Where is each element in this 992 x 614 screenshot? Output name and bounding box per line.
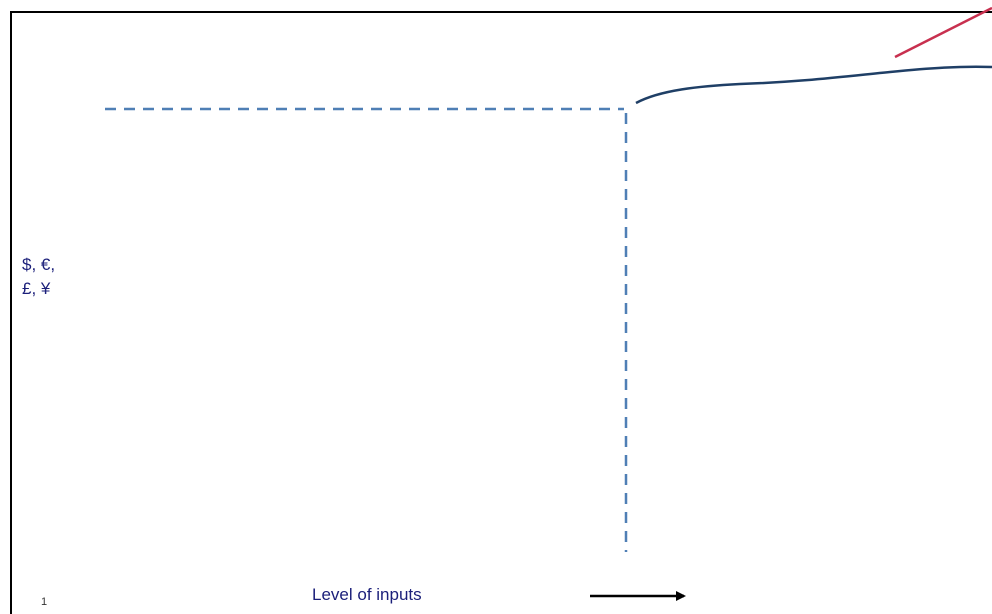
page-number: 1 xyxy=(41,596,48,608)
frame-left-border xyxy=(10,11,12,614)
x-axis-label: Level of inputs xyxy=(312,585,422,604)
secondary-cost-line xyxy=(894,6,992,59)
output-curve xyxy=(635,65,992,105)
y-axis-label-line2: £, ¥ xyxy=(22,279,51,298)
frame-top-border xyxy=(10,11,992,13)
y-axis-label-line1: $, €, xyxy=(22,255,56,274)
y-axis-label: $, €, £, ¥ xyxy=(22,253,55,301)
